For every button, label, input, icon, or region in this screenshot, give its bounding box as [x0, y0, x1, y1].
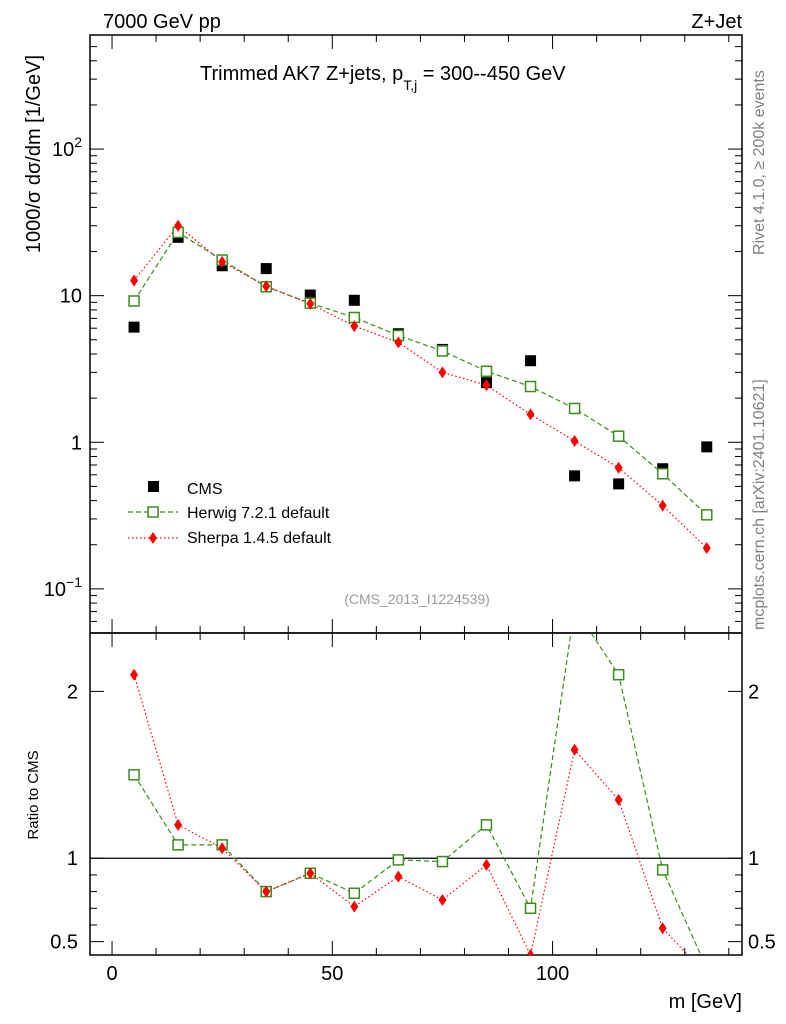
x-tick-label: 0	[106, 963, 117, 985]
analysis-tag: (CMS_2013_I1224539)	[344, 591, 490, 607]
ratio-point-0-10	[570, 603, 580, 613]
ratio-point-1-2	[218, 842, 227, 855]
ratio-tick-label-right: 2	[748, 681, 759, 703]
header-right: Z+Jet	[691, 11, 742, 33]
x-tick-label: 50	[321, 963, 343, 985]
ratio-point-1-10	[570, 743, 579, 756]
data-point-2-10	[570, 435, 579, 448]
data-point-0-5	[348, 294, 360, 306]
series-line-2	[133, 224, 708, 549]
ratio-point-1-3	[262, 885, 271, 898]
data-point-2-7	[438, 366, 447, 379]
ratio-point-0-0	[128, 769, 140, 781]
legend-sherpa-label: Sherpa 1.4.5 default	[187, 530, 332, 547]
ratio-tick-label: 1	[67, 848, 78, 870]
ratio-point-1-5	[350, 900, 359, 913]
data-point-2-6	[394, 336, 403, 349]
legend-cms-marker	[148, 481, 159, 492]
ratio-point-1-0	[130, 668, 139, 681]
ratio-point-1-7	[438, 893, 447, 906]
data-point-2-3	[262, 280, 271, 293]
ratio-plot-frame	[89, 632, 743, 956]
data-point-2-9	[526, 408, 535, 421]
data-point-1-12	[656, 467, 669, 480]
data-point-1-8	[480, 365, 493, 378]
x-axis-label: m [GeV]	[669, 991, 742, 1013]
data-point-1-9	[524, 380, 537, 393]
ratio-tick-label: 2	[67, 681, 78, 703]
ratio-point-1-11	[614, 793, 623, 806]
ratio-point-0-11	[612, 668, 625, 681]
data-point-2-13	[702, 542, 711, 554]
ratio-point-0-8	[480, 819, 493, 831]
y-axis-label: 1000/σ dσ/dm [1/GeV]	[23, 55, 45, 253]
data-point-2-11	[614, 461, 623, 474]
data-point-1-13	[701, 509, 713, 521]
data-point-2-12	[658, 499, 667, 512]
data-point-0-10	[569, 470, 581, 482]
ratio-point-1-12	[658, 922, 667, 935]
ratio-point-0-12	[656, 864, 669, 876]
data-point-0-13	[701, 441, 713, 453]
y-tick-label: 1	[71, 432, 82, 454]
main-series-layer	[128, 219, 713, 554]
data-point-0-0	[128, 321, 140, 333]
data-point-2-2	[218, 255, 227, 268]
legend-herwig-marker	[147, 506, 159, 518]
ratio-point-0-7	[436, 855, 449, 868]
ratio-point-0-13	[702, 963, 712, 973]
data-point-2-0	[130, 274, 139, 287]
legend-herwig-label: Herwig 7.2.1 default	[187, 505, 330, 522]
data-point-0-9	[525, 355, 537, 367]
data-point-0-4	[304, 289, 316, 301]
ratio-tick-label-right: 0.5	[748, 932, 776, 954]
ratio-series-layer	[128, 603, 712, 981]
data-point-1-0	[128, 295, 140, 307]
y-tick-label: 10−1	[44, 574, 82, 601]
legend-sherpa-marker	[149, 532, 157, 544]
y-tick-label: 102	[52, 134, 82, 161]
ratio-point-1-13	[703, 969, 711, 981]
ratio-point-1-1	[174, 818, 183, 831]
plot-title: Trimmed AK7 Z+jets, pT,j = 300--450 GeV	[200, 63, 566, 93]
data-point-2-5	[350, 320, 359, 333]
ratio-point-0-9	[524, 902, 537, 915]
data-point-2-8	[482, 379, 491, 392]
ratio-point-0-6	[392, 854, 405, 866]
ratio-point-1-4	[306, 867, 315, 880]
legend-cms-label: CMS	[187, 481, 223, 498]
ratio-point-1-6	[394, 870, 403, 883]
data-point-2-1	[174, 219, 183, 232]
rivet-label: Rivet 4.1.0, ≥ 200k events	[751, 70, 768, 255]
x-tick-label: 100	[536, 963, 569, 985]
data-point-1-7	[436, 345, 449, 357]
series-line-1	[133, 231, 708, 516]
y-tick-label: 10	[60, 286, 82, 308]
legend: CMS Herwig 7.2.1 default Sherpa 1.4.5 de…	[128, 481, 332, 547]
data-point-0-11	[613, 478, 625, 490]
data-point-1-11	[612, 430, 625, 442]
header-left: 7000 GeV pp	[103, 11, 221, 33]
ratio-point-1-8	[482, 858, 491, 871]
data-point-1-10	[568, 402, 581, 415]
main-axis-ticks: 10−1 1 10 102	[44, 34, 742, 634]
mcplots-label: mcplots.cern.ch [arXiv:2401.10621]	[751, 379, 768, 630]
x-axis-ticks: 0 50 100	[106, 35, 730, 985]
data-point-2-4	[306, 297, 315, 310]
ratio-axis-label: Ratio to CMS	[25, 750, 42, 839]
ratio-tick-label-right: 1	[748, 848, 759, 870]
ratio-tick-label: 0.5	[50, 932, 78, 954]
ratio-line-1	[133, 674, 689, 955]
data-point-0-3	[260, 263, 272, 275]
ratio-point-1-9	[526, 949, 535, 955]
ratio-point-0-1	[172, 839, 184, 851]
ratio-axis-ticks: 0.5 0.5 1 1 2 2	[50, 681, 776, 953]
ratio-line-0	[133, 633, 702, 955]
ratio-point-0-5	[348, 887, 361, 900]
